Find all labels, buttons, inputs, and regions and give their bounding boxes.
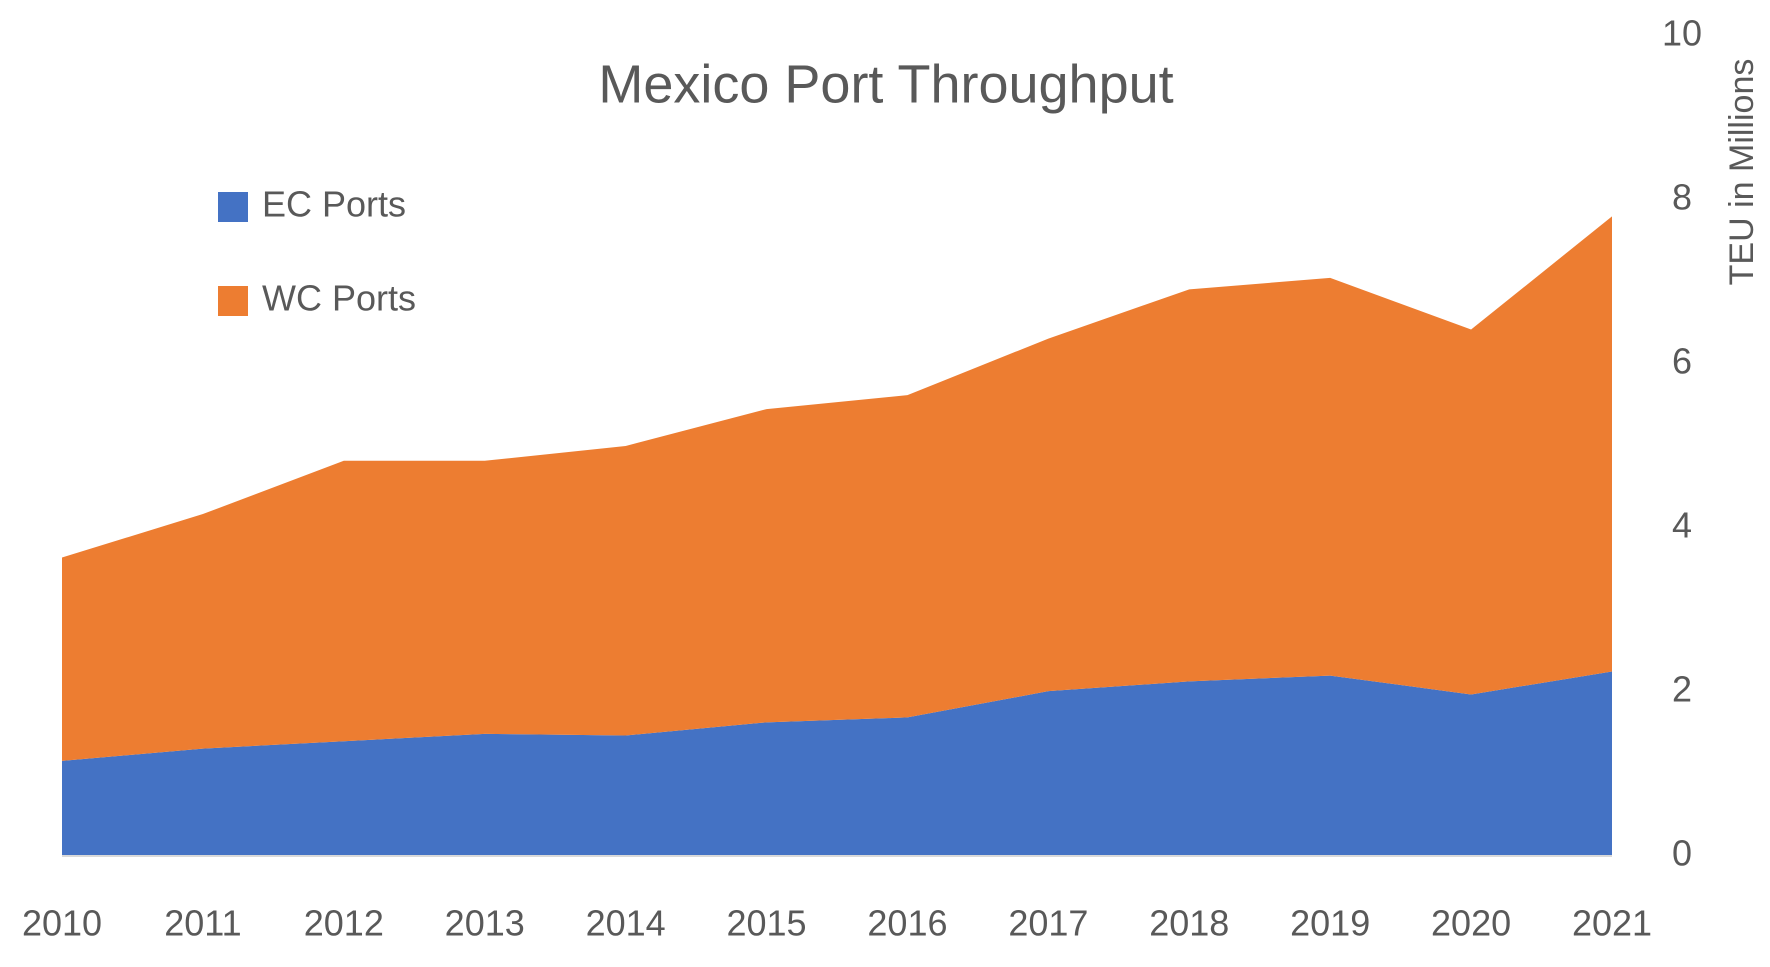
x-tick-label: 2021: [1572, 903, 1652, 944]
legend-label: EC Ports: [262, 184, 406, 225]
x-tick-label: 2019: [1290, 903, 1370, 944]
y-tick-label: 8: [1672, 177, 1692, 218]
x-tick-label: 2012: [304, 903, 384, 944]
legend-swatch: [218, 286, 248, 316]
x-tick-label: 2013: [445, 903, 525, 944]
x-tick-label: 2014: [586, 903, 666, 944]
y-tick-label: 0: [1672, 833, 1692, 874]
y-tick-label: 2: [1672, 669, 1692, 710]
y-axis-label: TEU in Millions: [1723, 59, 1761, 286]
chart-title: Mexico Port Throughput: [598, 54, 1173, 114]
y-tick-label: 4: [1672, 505, 1692, 546]
y-tick-label: 10: [1662, 13, 1702, 54]
legend-swatch: [218, 192, 248, 222]
x-tick-label: 2017: [1008, 903, 1088, 944]
area: [62, 216, 1612, 761]
legend-label: WC Ports: [262, 278, 416, 319]
y-tick-label: 6: [1672, 341, 1692, 382]
x-tick-label: 2020: [1431, 903, 1511, 944]
x-tick-label: 2015: [726, 903, 806, 944]
x-tick-label: 2018: [1149, 903, 1229, 944]
area: [62, 671, 1612, 856]
x-tick-label: 2010: [22, 903, 102, 944]
x-tick-label: 2011: [164, 903, 241, 944]
x-tick-label: 2016: [867, 903, 947, 944]
